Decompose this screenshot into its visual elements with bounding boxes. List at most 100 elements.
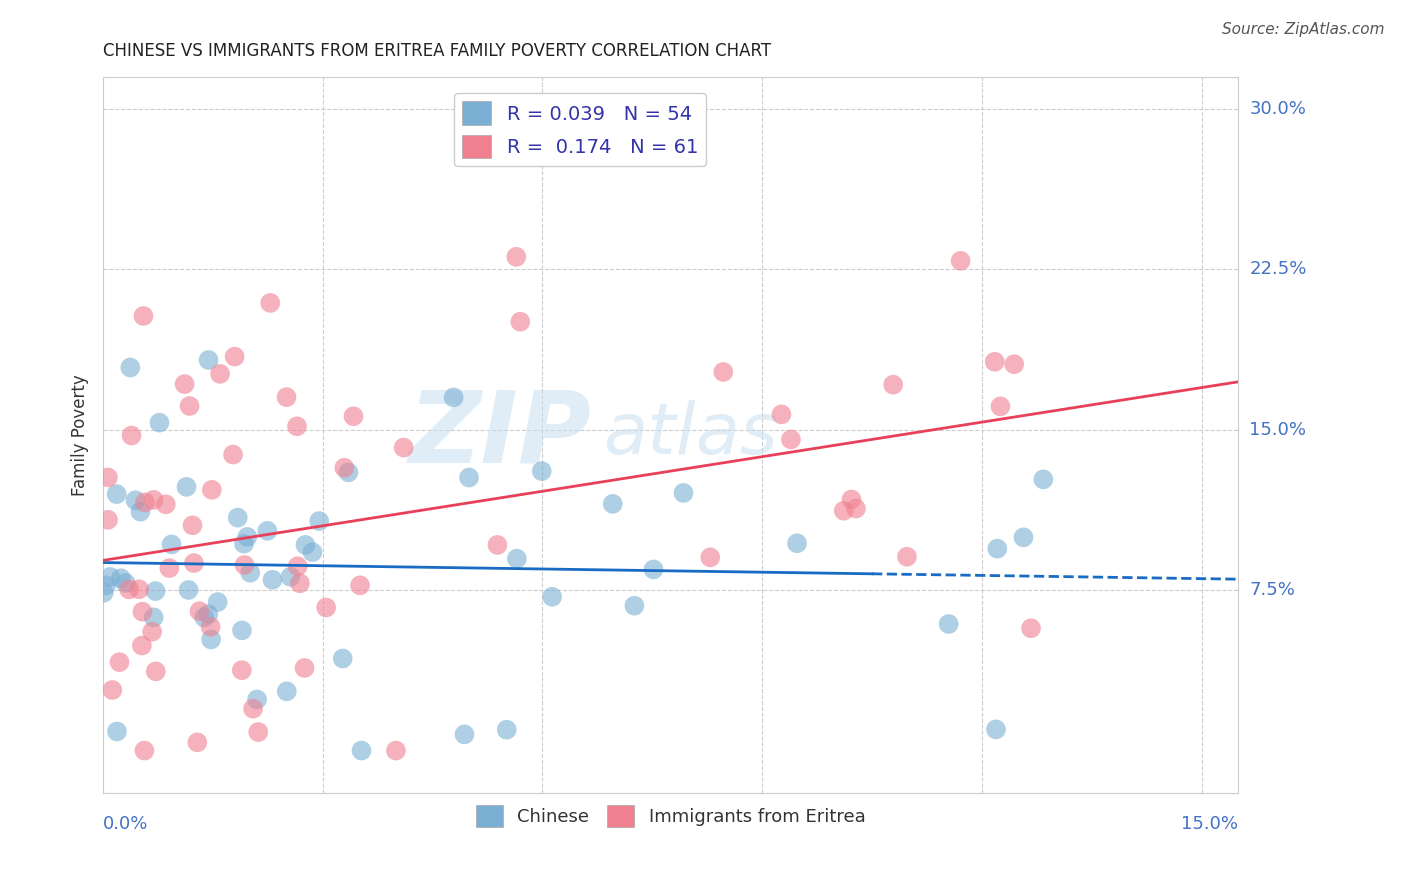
Point <box>938 617 960 632</box>
Text: ZIP: ZIP <box>408 386 591 483</box>
Point <box>186 735 208 749</box>
Point <box>643 562 665 576</box>
Point <box>224 350 246 364</box>
Point <box>832 504 855 518</box>
Point <box>236 530 259 544</box>
Point <box>97 513 120 527</box>
Point <box>121 428 143 442</box>
Point <box>699 550 721 565</box>
Point <box>984 355 1007 369</box>
Point <box>841 492 863 507</box>
Text: Source: ZipAtlas.com: Source: ZipAtlas.com <box>1222 22 1385 37</box>
Point <box>105 724 128 739</box>
Point <box>157 561 180 575</box>
Point <box>183 556 205 570</box>
Text: 22.5%: 22.5% <box>1250 260 1306 278</box>
Point <box>276 684 298 698</box>
Point <box>134 743 156 757</box>
Point <box>770 408 793 422</box>
Point <box>197 607 219 621</box>
Point <box>509 315 531 329</box>
Point <box>349 578 371 592</box>
Point <box>506 551 529 566</box>
Point <box>486 538 509 552</box>
Point <box>288 576 311 591</box>
Point <box>142 610 165 624</box>
Point <box>495 723 517 737</box>
Point <box>181 518 204 533</box>
Point <box>207 595 229 609</box>
Point <box>200 632 222 647</box>
Point <box>179 399 201 413</box>
Text: 7.5%: 7.5% <box>1250 581 1295 599</box>
Point <box>239 566 262 580</box>
Point <box>276 390 298 404</box>
Point <box>132 309 155 323</box>
Point <box>1002 357 1025 371</box>
Point <box>233 558 256 572</box>
Point <box>453 727 475 741</box>
Point <box>780 433 803 447</box>
Point <box>128 582 150 597</box>
Point <box>315 600 337 615</box>
Point <box>246 692 269 706</box>
Point <box>134 495 156 509</box>
Point <box>1032 472 1054 486</box>
Point <box>984 723 1007 737</box>
Point <box>896 549 918 564</box>
Point <box>342 409 364 424</box>
Point <box>458 470 481 484</box>
Point <box>108 655 131 669</box>
Point <box>118 582 141 597</box>
Point <box>176 480 198 494</box>
Point <box>602 497 624 511</box>
Point <box>949 253 972 268</box>
Point <box>145 584 167 599</box>
Point <box>505 250 527 264</box>
Y-axis label: Family Poverty: Family Poverty <box>72 374 89 496</box>
Text: 0.0%: 0.0% <box>103 815 149 833</box>
Point <box>97 470 120 484</box>
Point <box>120 360 142 375</box>
Point <box>392 441 415 455</box>
Point <box>530 464 553 478</box>
Point <box>231 663 253 677</box>
Point <box>105 487 128 501</box>
Point <box>294 661 316 675</box>
Point <box>226 510 249 524</box>
Point <box>990 400 1012 414</box>
Text: 15.0%: 15.0% <box>1181 815 1239 833</box>
Point <box>786 536 808 550</box>
Point <box>711 365 734 379</box>
Point <box>141 624 163 639</box>
Point <box>114 576 136 591</box>
Point <box>259 296 281 310</box>
Point <box>294 538 316 552</box>
Legend: Chinese, Immigrants from Eritrea: Chinese, Immigrants from Eritrea <box>468 798 873 835</box>
Point <box>101 683 124 698</box>
Point <box>200 620 222 634</box>
Point <box>287 559 309 574</box>
Point <box>301 545 323 559</box>
Point <box>96 578 118 592</box>
Point <box>242 702 264 716</box>
Point <box>308 514 330 528</box>
Point <box>1012 530 1035 544</box>
Point <box>155 497 177 511</box>
Point <box>333 460 356 475</box>
Point <box>285 419 308 434</box>
Text: atlas: atlas <box>603 401 778 469</box>
Point <box>129 505 152 519</box>
Text: 15.0%: 15.0% <box>1250 421 1306 439</box>
Point <box>256 524 278 538</box>
Point <box>131 639 153 653</box>
Point <box>188 604 211 618</box>
Point <box>233 537 256 551</box>
Point <box>882 377 904 392</box>
Point <box>385 743 408 757</box>
Text: CHINESE VS IMMIGRANTS FROM ERITREA FAMILY POVERTY CORRELATION CHART: CHINESE VS IMMIGRANTS FROM ERITREA FAMIL… <box>103 42 772 60</box>
Point <box>443 391 465 405</box>
Point <box>142 492 165 507</box>
Point <box>541 590 564 604</box>
Point <box>247 725 270 739</box>
